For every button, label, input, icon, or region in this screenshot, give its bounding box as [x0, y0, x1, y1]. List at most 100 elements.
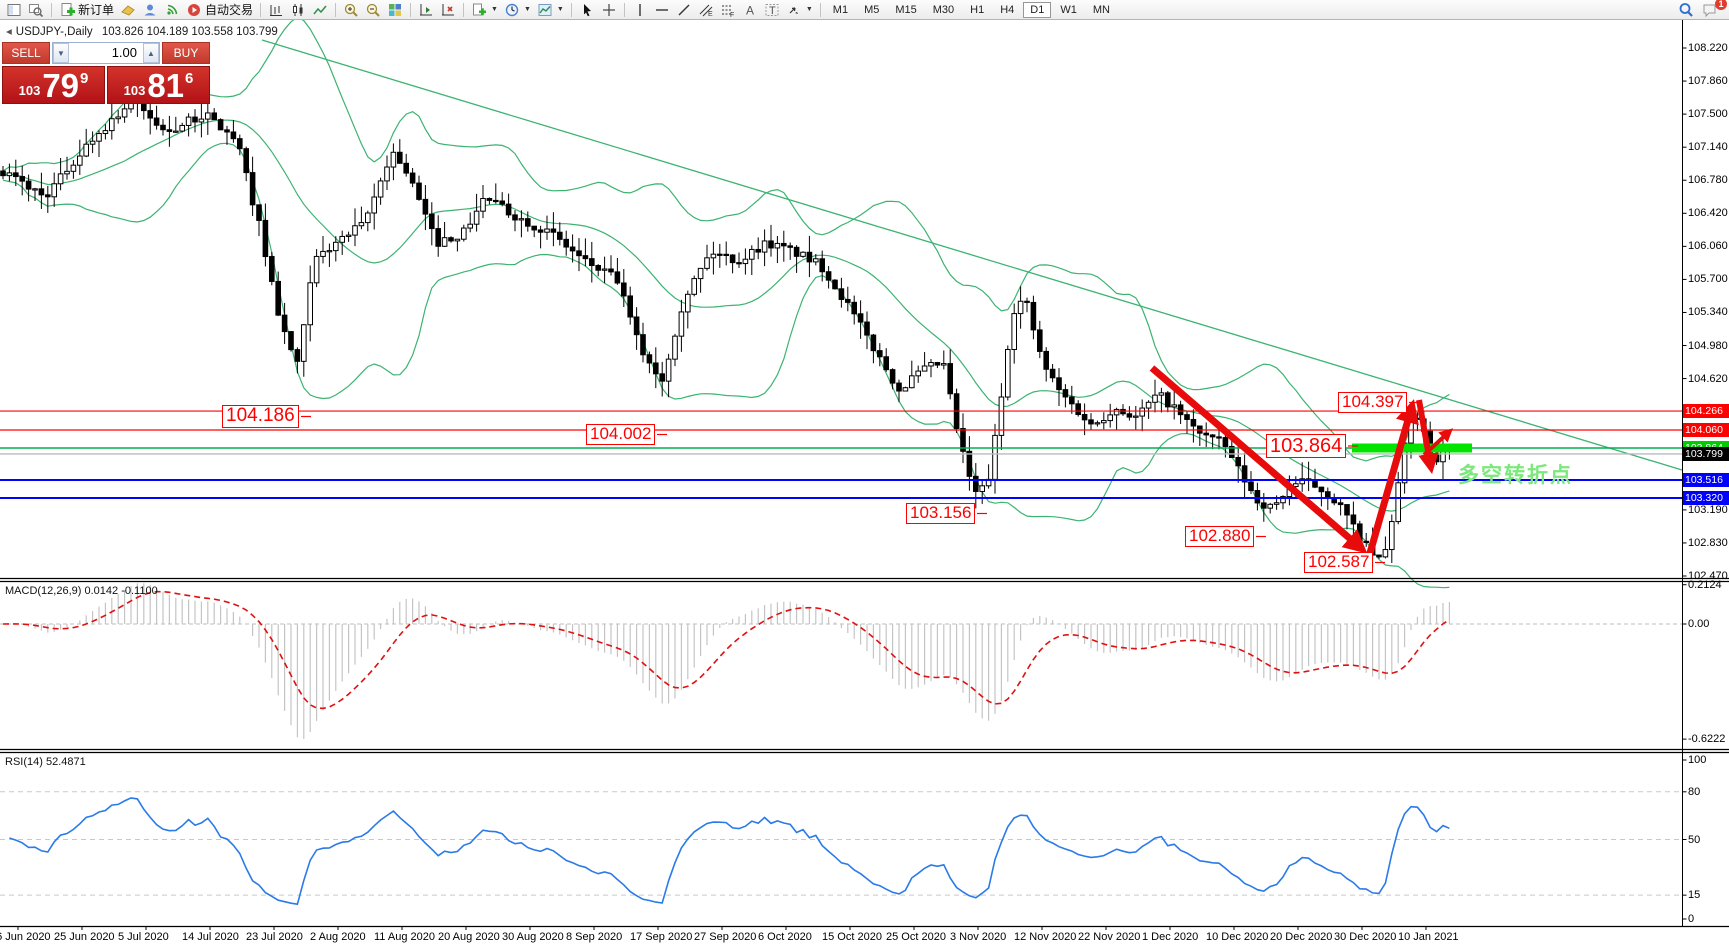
alerts-icon — [121, 4, 135, 16]
price-axis-tick: 105.700 — [1688, 273, 1728, 286]
chart-note-text[interactable]: 多空转折点 — [1458, 464, 1573, 487]
price-axis-tick: 107.140 — [1688, 141, 1728, 154]
rsi-label: RSI(14) 52.4871 — [5, 756, 86, 768]
timeframe-button-d1[interactable]: D1 — [1023, 1, 1052, 18]
timeframe-button-m15[interactable]: M15 — [895, 3, 917, 16]
macd-axis-tick: 0.00 — [1688, 618, 1710, 630]
dropdown-caret: ▼ — [523, 6, 531, 13]
date-axis-label: 23 Jul 2020 — [246, 931, 303, 943]
sell-price-button[interactable]: 103 79 9 — [2, 66, 105, 104]
data-window-button[interactable] — [25, 1, 47, 19]
toolbar-separator — [410, 2, 412, 17]
vertical-line-icon — [639, 3, 641, 16]
search-button[interactable] — [1674, 1, 1698, 19]
price-axis-tick: 107.500 — [1688, 108, 1728, 121]
new-order-button[interactable]: 新订单 — [56, 1, 117, 19]
price-annotation[interactable]: 104.186 — [222, 405, 299, 428]
zoom-out-button[interactable] — [362, 1, 384, 19]
tile-windows-button[interactable] — [384, 1, 406, 19]
macd-signal-value: -0.1100 — [121, 585, 158, 597]
price-axis-box: 103.516 — [1683, 472, 1729, 487]
clock-icon — [505, 3, 519, 16]
date-axis-label: 1 Dec 2020 — [1142, 931, 1199, 943]
fibonacci-button[interactable]: F — [717, 1, 739, 19]
timeframe-button-mn[interactable]: MN — [1092, 3, 1110, 16]
toolbar-separator — [819, 2, 821, 17]
price-axis-box: 103.320 — [1683, 490, 1729, 505]
new-order-label: 新订单 — [78, 3, 115, 17]
candlestick-button[interactable] — [287, 1, 309, 19]
line-chart-icon — [313, 5, 327, 14]
date-axis-label: 15 Oct 2020 — [822, 931, 882, 943]
rsi-axis-tick: 50 — [1688, 833, 1701, 846]
sell-price-prefix: 103 — [18, 83, 41, 98]
line-chart-button[interactable] — [309, 1, 331, 19]
price-annotation[interactable]: 103.156 — [906, 503, 976, 524]
auto-trading-label: 自动交易 — [205, 3, 254, 17]
one-click-trading-panel: SELL ▼ 1.00 ▲ BUY 103 79 9 103 81 6 — [2, 42, 210, 104]
buy-price-button[interactable]: 103 81 6 — [107, 66, 210, 104]
price-annotation[interactable]: 104.397 — [1338, 392, 1408, 413]
sell-price-pip: 9 — [80, 70, 89, 87]
bar-chart-icon — [270, 4, 283, 16]
timeframe-button-h1[interactable]: H1 — [970, 3, 985, 16]
text-button[interactable]: A — [739, 1, 761, 19]
timeframe-button-m1[interactable]: M1 — [832, 3, 849, 16]
price-axis-tick: 104.980 — [1688, 339, 1728, 352]
auto-trading-button[interactable]: 自动交易 — [183, 1, 256, 19]
market-watch-button[interactable] — [3, 1, 25, 19]
volume-decrease-button[interactable]: ▼ — [53, 43, 69, 63]
toolbar-separator — [463, 2, 465, 17]
fibonacci-icon: F — [721, 5, 734, 18]
chart-shift-button[interactable] — [415, 1, 437, 19]
notifications-button[interactable]: 1 — [1698, 0, 1727, 19]
volume-increase-button[interactable]: ▲ — [143, 43, 159, 63]
timeframe-button-h4[interactable]: H4 — [1000, 3, 1015, 16]
timeframe-group: M1 M5 M15 M30 H1 H4 D1 W1 MN — [825, 1, 1118, 18]
crosshair-button[interactable] — [598, 1, 620, 19]
period-dropdown[interactable]: ▼ — [501, 1, 534, 19]
collapse-panel-icon[interactable]: ◂ — [6, 26, 12, 38]
tile-windows-icon — [389, 3, 402, 16]
price-annotation[interactable]: 102.587 — [1304, 552, 1374, 573]
vertical-line-button[interactable] — [629, 1, 651, 19]
price-axis-tick: 104.620 — [1688, 372, 1728, 385]
toolbar-separator — [335, 2, 337, 17]
price-axis-tick: 106.420 — [1688, 207, 1728, 220]
date-axis-label: 6 Oct 2020 — [758, 931, 812, 943]
timeframe-button-m30[interactable]: M30 — [932, 3, 955, 16]
timeframe-button-m5[interactable]: M5 — [864, 3, 880, 16]
buy-price-prefix: 103 — [123, 83, 146, 98]
text-label-button[interactable]: T — [761, 1, 783, 19]
bar-chart-button[interactable] — [265, 1, 287, 19]
svg-text:T: T — [769, 5, 776, 17]
shapes-dropdown[interactable]: ▼ — [783, 1, 816, 19]
zoom-in-button[interactable] — [340, 1, 362, 19]
trendline-button[interactable] — [673, 1, 695, 19]
volume-stepper: ▼ 1.00 ▲ — [52, 42, 160, 64]
sell-button[interactable]: SELL — [2, 42, 50, 64]
auto-scroll-button[interactable] — [437, 1, 459, 19]
macd-label: MACD(12,26,9) 0.0142 -0.1100 — [5, 585, 158, 597]
volume-input[interactable]: 1.00 — [111, 45, 137, 60]
add-indicator-dropdown[interactable]: ▼ — [468, 1, 501, 19]
price-annotation[interactable]: 104.002 — [586, 424, 656, 445]
community-button[interactable] — [139, 1, 161, 19]
channel-button[interactable]: E — [695, 1, 717, 19]
alerts-button[interactable] — [117, 1, 139, 19]
horizontal-line-button[interactable] — [651, 1, 673, 19]
notification-badge: 1 — [1715, 0, 1727, 10]
dropdown-caret: ▼ — [491, 6, 498, 13]
cursor-button[interactable] — [576, 1, 598, 19]
buy-button[interactable]: BUY — [162, 42, 210, 64]
symbol-title: USDJPY-,Daily — [15, 26, 93, 38]
data-window-icon — [29, 3, 44, 17]
template-dropdown[interactable]: ▼ — [534, 1, 567, 19]
signals-button[interactable] — [161, 1, 183, 19]
timeframe-button-w1[interactable]: W1 — [1060, 3, 1077, 16]
price-annotation[interactable]: 102.880 — [1185, 526, 1255, 547]
community-icon — [144, 4, 156, 15]
price-annotation[interactable]: 103.864 — [1266, 434, 1347, 458]
